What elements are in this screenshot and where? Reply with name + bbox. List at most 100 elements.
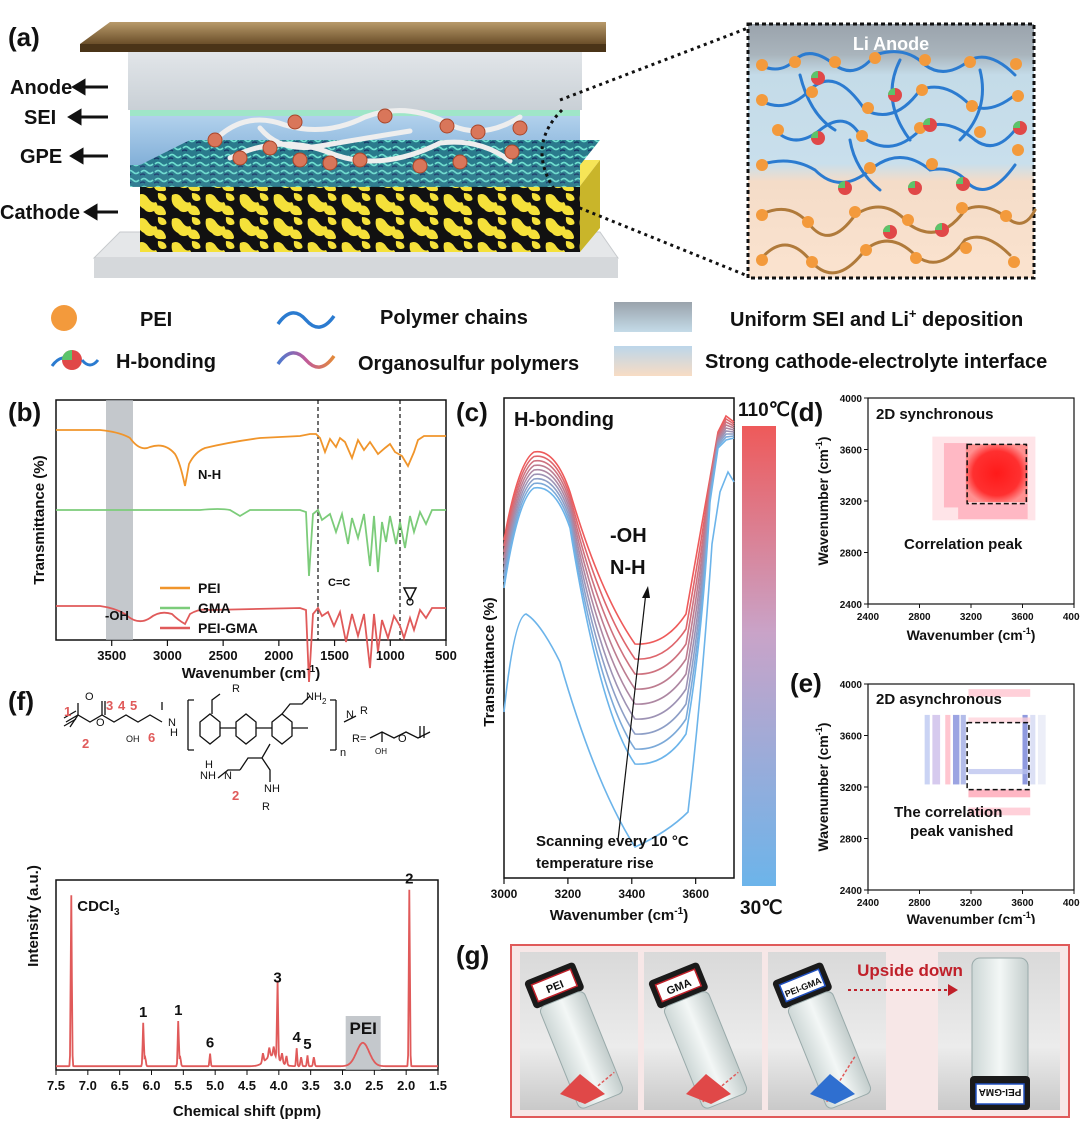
xtick-label: 1.5 — [429, 1078, 447, 1093]
xtick-label: 3.5 — [302, 1078, 320, 1093]
xtick-label: 3600 — [1011, 898, 1034, 909]
colorbar-max: 110℃ — [738, 400, 790, 421]
scan-note-2: temperature rise — [536, 855, 654, 872]
async-band-vertical — [932, 714, 941, 785]
async-band-vertical — [960, 714, 966, 785]
chart-b: N-H C=C -OH PEI GMA PEI-GMA 3500 3000 2500… — [31, 399, 457, 682]
xtick-label: 2500 — [209, 648, 238, 663]
ytick-label: 3600 — [840, 732, 863, 743]
cc-annotation: C=C — [328, 577, 350, 589]
async-band-horizontal — [968, 689, 1031, 697]
svg-text:6: 6 — [148, 730, 155, 745]
chart-f: O O OH N H NH 2 R N R n H NH N NH R R= O… — [25, 683, 447, 1120]
layer-arrows — [67, 78, 118, 221]
schematic-legend: PEI H-bonding Polymer chains Organosulfu… — [50, 302, 1047, 376]
chart-e-xlabel: Wavenumber (cm-1) — [907, 910, 1036, 924]
vial-pei-gma: PEI-GMA — [772, 962, 872, 1109]
xtick-label: 2.0 — [397, 1078, 415, 1093]
svg-text:2: 2 — [232, 788, 239, 803]
legend-pei: PEI — [140, 309, 172, 331]
svg-text:2: 2 — [322, 697, 327, 706]
xtick-label: 5.0 — [206, 1078, 224, 1093]
nh-label-c: N-H — [610, 557, 646, 579]
chart-c: H-bonding -OH N-H Scanning every 10 °C t… — [481, 397, 790, 924]
xtick-label: 2.5 — [365, 1078, 383, 1093]
pei-gma-structure — [63, 693, 431, 782]
chart-d-heatmap — [932, 436, 1036, 521]
ytick-label: 3200 — [840, 783, 863, 794]
ytick-label: 2400 — [840, 600, 863, 611]
async-band-vertical — [945, 714, 951, 785]
cathode-legend-swatch — [614, 346, 692, 376]
chart-d: 2D synchronous Correlation peak 2400 2800… — [814, 394, 1080, 643]
temperature-series-line — [503, 433, 734, 735]
chart-d-xlabel: Wavenumber (cm-1) — [907, 626, 1036, 643]
peak-label: 1 — [174, 1002, 182, 1019]
vanished-peak-box — [966, 721, 1030, 791]
xtick-label: 2800 — [908, 612, 931, 623]
async-band-horizontal — [968, 717, 1031, 723]
chart-f-xlabel: Chemical shift (ppm) — [173, 1103, 321, 1120]
svg-text:OH: OH — [126, 734, 140, 744]
temperature-series-line — [503, 417, 735, 660]
legend-b-gma: GMA — [198, 600, 231, 616]
chart-d-title: 2D synchronous — [876, 406, 994, 423]
async-band-vertical — [924, 714, 930, 785]
chart-e: 2D asynchronous The correlation peak van… — [814, 680, 1080, 924]
svg-text:R: R — [262, 801, 270, 813]
xtick-label: 7.5 — [47, 1078, 65, 1093]
epoxide-icon — [402, 587, 418, 606]
scan-note-1: Scanning every 10 °C — [536, 833, 689, 850]
peak-label: 1 — [139, 1004, 147, 1021]
chart-e-note-1: The correlation — [894, 804, 1002, 821]
chart-e-ylabel: Wavenumber (cm-1) — [814, 723, 831, 852]
nmr-spectrum — [56, 889, 438, 1068]
hbond-legend-icon — [62, 350, 82, 370]
chart-f-xticks: 7.5 7.0 6.5 6.0 5.5 5.0 4.5 4.0 3.5 3.0 2.5 2.0 1.5 — [47, 1070, 447, 1093]
xtick-label: 2800 — [908, 898, 931, 909]
svg-text:H: H — [170, 727, 178, 739]
chart-f-ylabel: Intensity (a.u.) — [25, 865, 42, 967]
layer-label-gpe: GPE — [20, 146, 62, 168]
svg-text:H: H — [205, 759, 213, 771]
svg-text:1: 1 — [64, 704, 71, 719]
async-band-horizontal — [968, 768, 1031, 775]
xtick-label: 4.0 — [270, 1078, 288, 1093]
panel-label-g: (g) — [456, 940, 490, 970]
correlation-shoulder — [958, 503, 1028, 520]
svg-text:2: 2 — [82, 736, 89, 751]
pei-legend-icon — [51, 305, 77, 331]
chart-c-xticks: 3000 3200 3400 3600 — [491, 878, 709, 901]
async-band-horizontal — [968, 807, 1031, 816]
series-line-gma — [56, 508, 446, 577]
chart-b-ylabel: Transmittance (%) — [31, 455, 48, 584]
panel-label-f: (f) — [8, 686, 34, 716]
xtick-label: 2400 — [857, 612, 880, 623]
temperature-series-line — [503, 435, 735, 750]
xtick-label: 4.5 — [238, 1078, 256, 1093]
async-band-vertical — [1037, 714, 1046, 785]
xtick-label: 3200 — [960, 898, 983, 909]
xtick-label: 3200 — [960, 612, 983, 623]
svg-text:N: N — [224, 770, 232, 782]
svg-text:R=: R= — [352, 733, 366, 745]
inset-title: Li Anode — [853, 34, 929, 54]
svg-text:PEI-GMA: PEI-GMA — [979, 1086, 1022, 1097]
correlation-shoulder — [943, 443, 968, 508]
legend-b-pei: PEI — [198, 580, 221, 596]
chart-c-ylabel: Transmittance (%) — [481, 597, 498, 726]
chart-c-frame — [503, 397, 735, 879]
svg-text:NH: NH — [200, 770, 216, 782]
colorbar-min: 30℃ — [740, 898, 782, 919]
layer-label-anode: Anode — [10, 77, 72, 99]
legend-sei: Uniform SEI and Li+ deposition — [730, 306, 1023, 331]
xtick-label: 1000 — [376, 648, 405, 663]
temperature-arrow — [617, 591, 647, 841]
peak-label: 2 — [405, 871, 413, 888]
xtick-label: 3000 — [153, 648, 182, 663]
chart-b-legend: PEI GMA PEI-GMA — [160, 580, 258, 636]
chart-e-title: 2D asynchronous — [876, 691, 1002, 708]
xtick-label: 2400 — [857, 898, 880, 909]
legend-b-pei-gma: PEI-GMA — [198, 620, 258, 636]
xtick-label: 5.5 — [174, 1078, 192, 1093]
